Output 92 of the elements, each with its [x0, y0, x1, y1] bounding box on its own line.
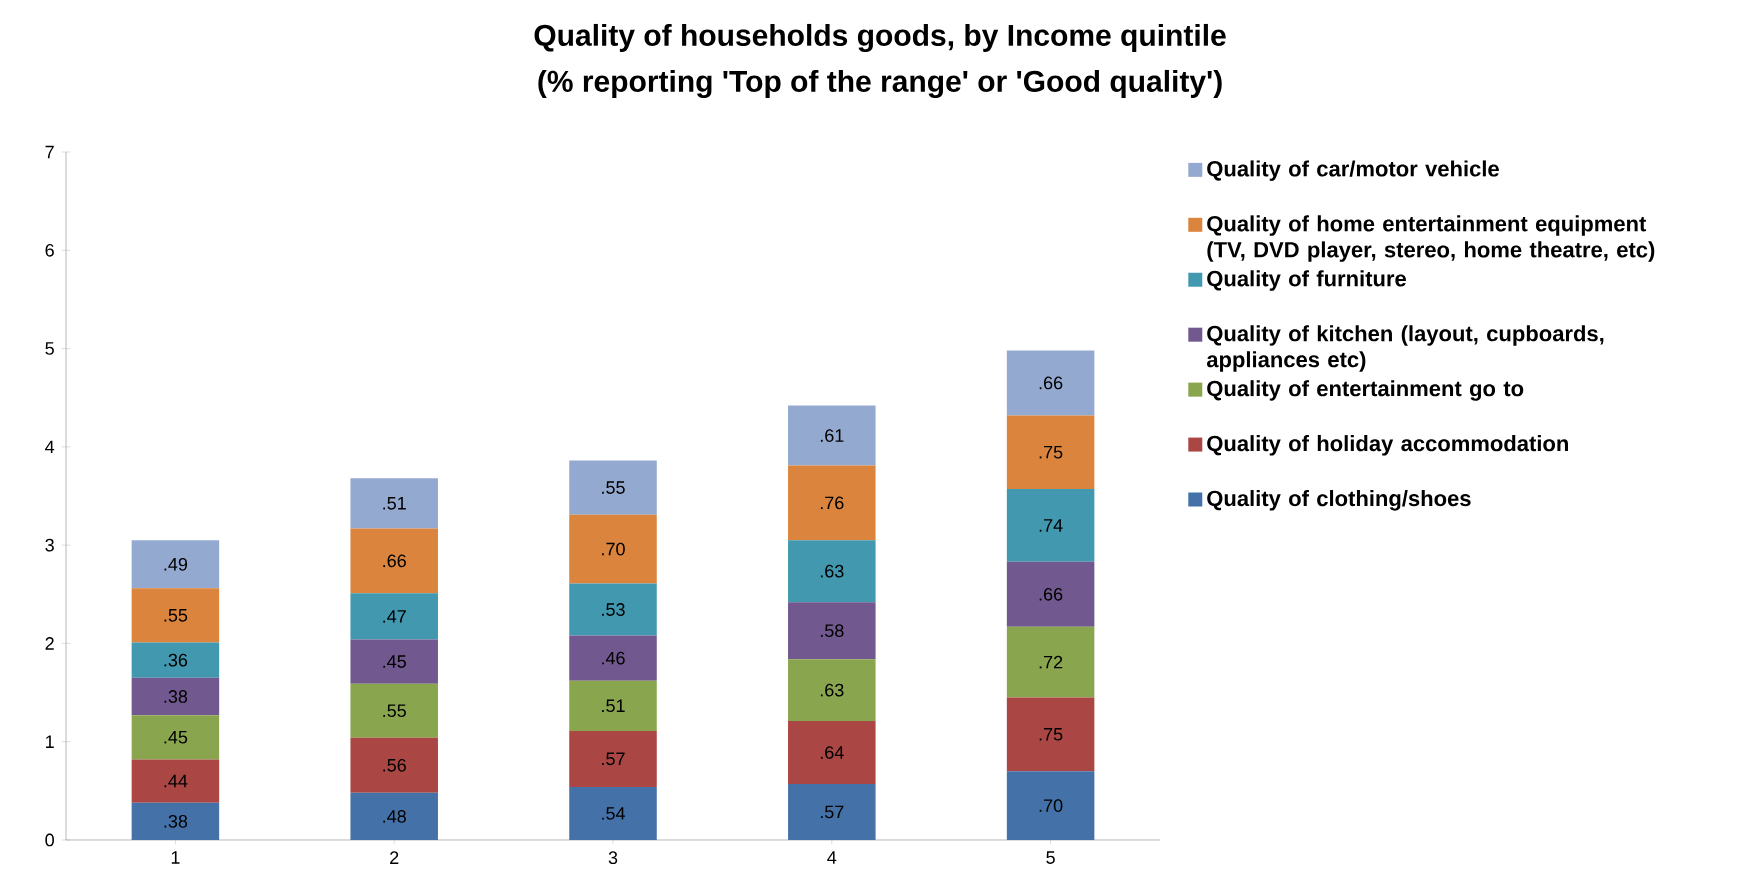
legend-label: Quality of car/motor vehicle [1207, 160, 1499, 181]
legend-label: Quality of kitchen (layout, cupboards, appliances etc) [1206, 325, 1604, 372]
bar [131, 677, 220, 716]
data-label: .55 [602, 481, 625, 494]
y-tick-label: 7 [45, 145, 54, 159]
bar [1006, 350, 1095, 416]
data-label: .47 [383, 610, 406, 623]
data-label: .70 [602, 542, 625, 556]
bar [350, 737, 438, 793]
data-label: .53 [602, 603, 625, 616]
data-label: .57 [602, 752, 625, 766]
bar [131, 588, 220, 643]
x-tick-label: 3 [608, 851, 618, 865]
data-label: .51 [602, 699, 625, 713]
bar [569, 460, 657, 515]
bar [569, 730, 657, 787]
bar [350, 593, 438, 640]
data-label: .63 [820, 683, 844, 697]
data-label: .38 [164, 690, 188, 703]
chart-subtitle: (% reporting 'Top of the range' or 'Good quality') [538, 69, 1222, 99]
bar [1006, 561, 1095, 627]
bar [350, 639, 438, 684]
data-label: .56 [383, 758, 406, 772]
legend-label: Quality of entertainment go to [1207, 380, 1524, 401]
bar [1006, 489, 1095, 562]
data-label: .75 [1039, 445, 1063, 459]
bar [788, 602, 876, 660]
bar [350, 478, 438, 529]
bar [131, 715, 220, 760]
bar [350, 528, 438, 594]
bar [131, 802, 220, 840]
data-label: .54 [602, 807, 625, 820]
bar [1006, 771, 1095, 840]
data-label: .63 [820, 564, 844, 578]
bar [569, 583, 657, 636]
data-label: .38 [164, 814, 188, 828]
y-tick-label: 6 [45, 243, 54, 257]
data-label: .74 [1039, 519, 1063, 532]
bar [569, 680, 657, 731]
data-label: .61 [820, 429, 844, 442]
bar [131, 642, 220, 678]
data-label: .72 [1039, 655, 1063, 669]
bar [1006, 626, 1095, 698]
bar [788, 465, 876, 541]
legend-label: Quality of home entertainment equipment (TV, DVD player, stereo, home theatre, etc) [1207, 215, 1655, 262]
data-label: .55 [383, 704, 406, 718]
x-tick-label: 1 [171, 851, 180, 864]
legend-label: Quality of furniture [1207, 270, 1406, 291]
bar [788, 783, 876, 840]
y-tick-label: 1 [46, 735, 54, 748]
y-tick-label: 5 [45, 342, 54, 355]
data-label: .48 [383, 810, 406, 823]
data-label: .51 [383, 497, 406, 510]
y-tick-label: 0 [45, 833, 54, 847]
bar [1006, 415, 1095, 490]
legend-label: Quality of holiday accommodation [1207, 435, 1568, 456]
data-label: .57 [820, 805, 844, 819]
y-tick-label: 3 [45, 538, 54, 552]
bar [569, 635, 657, 681]
data-label: .36 [164, 653, 188, 667]
bar [569, 786, 657, 840]
chart-title: Quality of households goods, by Income quintile [534, 23, 1226, 53]
data-label: .55 [164, 609, 188, 622]
data-label: .75 [1039, 728, 1063, 741]
data-label: .49 [164, 557, 188, 571]
bar [350, 792, 438, 840]
x-tick-label: 5 [1046, 851, 1055, 864]
bar [788, 540, 876, 603]
data-label: .64 [820, 746, 844, 759]
bar [131, 540, 220, 589]
data-label: .45 [164, 730, 188, 744]
x-tick-label: 2 [390, 851, 399, 864]
data-label: .66 [1039, 587, 1063, 601]
bar [788, 659, 876, 722]
data-label: .66 [1039, 376, 1063, 390]
data-label: .44 [164, 774, 188, 788]
data-label: .66 [383, 554, 406, 568]
data-label: .70 [1039, 799, 1063, 812]
y-tick-label: 4 [45, 440, 55, 454]
data-label: .46 [602, 651, 625, 665]
bar [788, 405, 876, 466]
bar [350, 683, 438, 738]
bar [788, 721, 876, 784]
data-label: .76 [820, 496, 844, 510]
data-label: .58 [820, 624, 844, 638]
data-label: .45 [383, 655, 406, 668]
y-tick-label: 2 [45, 637, 54, 650]
bar [1006, 697, 1095, 772]
legend-label: Quality of clothing/shoes [1207, 490, 1471, 511]
bar [131, 759, 220, 803]
x-tick-label: 4 [827, 851, 837, 864]
bar [569, 514, 657, 584]
